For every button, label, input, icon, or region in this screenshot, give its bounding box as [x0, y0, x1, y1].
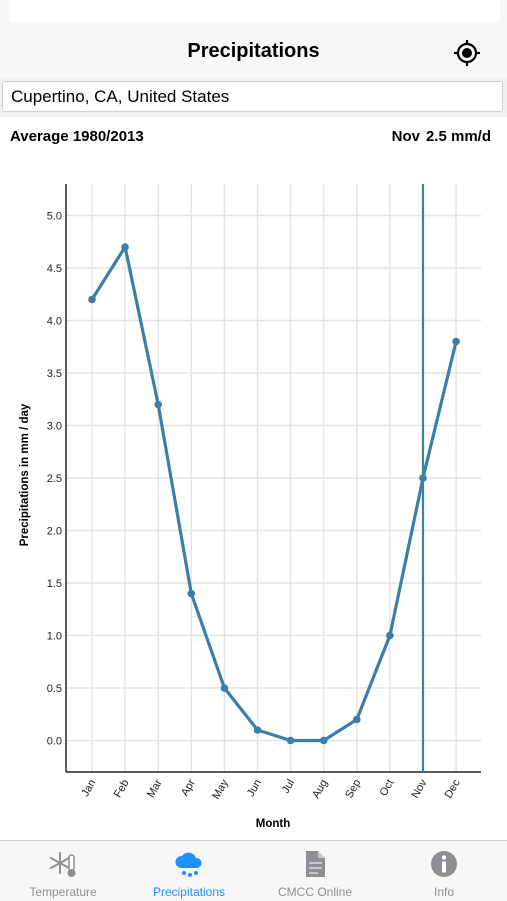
status-bar-area — [10, 0, 500, 22]
tab-precipitations[interactable]: Precipitations — [126, 841, 252, 901]
tab-cmcc-online[interactable]: CMCC Online — [252, 841, 378, 901]
rain-cloud-icon — [175, 852, 202, 877]
navigation-bar: Precipitations — [0, 24, 507, 80]
precipitation-chart[interactable]: 0.0 0.5 1.0 1.5 2.0 2.5 3.0 3.5 4.0 4.5 5.0 Jan Feb M… — [0, 160, 507, 840]
data-point-sep — [353, 715, 361, 724]
chart-axes — [65, 184, 481, 773]
tab-temperature-label: Temperature — [29, 885, 97, 899]
data-point-dec — [452, 337, 460, 346]
y-tick-label: 0.0 — [47, 736, 62, 748]
selected-value-label: 2.5 mm/d — [425, 128, 491, 145]
y-tick-label: 3.5 — [47, 368, 62, 380]
x-tick-label: Jan — [79, 778, 98, 799]
y-tick-label: 0.5 — [47, 683, 62, 695]
selected-value-readout: Nov 2.5 mm/d — [386, 128, 491, 145]
y-tick-label: 5.0 — [47, 211, 62, 223]
selected-month-label: Nov — [391, 128, 420, 145]
x-tick-label: Sep — [343, 778, 363, 801]
data-point-oct — [386, 631, 394, 640]
data-point-jul — [286, 736, 295, 745]
data-point-apr — [187, 589, 196, 598]
location-search-bar — [0, 79, 507, 117]
average-period-label: Average 1980/2013 — [10, 128, 144, 145]
data-point-jun — [253, 726, 262, 734]
status-bar — [0, 0, 507, 24]
x-axis-title: Month — [256, 818, 290, 830]
x-tick-label: Jun — [245, 778, 264, 799]
page-title: Precipitations — [187, 40, 320, 62]
y-tick-label: 3.0 — [47, 421, 62, 433]
x-tick-label: Nov — [409, 777, 429, 800]
info-row: Average 1980/2013 Nov 2.5 mm/d — [0, 126, 507, 148]
y-tick-label: 4.5 — [47, 263, 62, 275]
y-tick-label: 1.5 — [47, 578, 62, 590]
y-tick-label: 4.0 — [47, 316, 62, 328]
x-tick-label: May — [210, 777, 231, 801]
y-tick-label: 1.0 — [47, 631, 62, 643]
snowflake-thermometer-icon — [50, 852, 76, 877]
location-search-input[interactable] — [2, 81, 503, 112]
data-point-nov — [419, 474, 427, 482]
info-icon — [431, 851, 457, 877]
x-tick-label: Feb — [112, 778, 132, 800]
data-point-feb — [121, 243, 129, 251]
x-tick-label: Oct — [378, 778, 397, 799]
x-tick-label: Dec — [443, 777, 463, 800]
x-tick-label: Apr — [179, 777, 198, 798]
y-tick-label: 2.0 — [47, 526, 62, 538]
tab-bar: Temperature Precipitations CMCC Online I… — [0, 840, 507, 901]
tab-info[interactable]: Info — [381, 841, 507, 901]
locate-me-icon[interactable] — [452, 38, 482, 68]
data-point-jan — [88, 295, 96, 304]
document-icon — [306, 851, 325, 877]
y-axis-title: Precipitations in mm / day — [19, 403, 31, 546]
x-tick-label: Jul — [280, 778, 297, 796]
x-tick-label: Mar — [145, 777, 165, 800]
tab-precipitations-label: Precipitations — [152, 885, 226, 899]
chart-grid — [66, 184, 481, 772]
y-tick-label: 2.5 — [47, 473, 62, 485]
chart-labels: 0.0 0.5 1.0 1.5 2.0 2.5 3.0 3.5 4.0 4.5 5.0 Jan Feb M… — [19, 211, 463, 831]
tab-cmcc-online-label: CMCC Online — [277, 885, 352, 899]
tab-temperature[interactable]: Temperature — [0, 841, 126, 901]
x-tick-label: Aug — [310, 778, 330, 801]
data-point-aug — [319, 736, 328, 745]
data-point-may — [220, 684, 229, 692]
series-line — [90, 245, 458, 743]
data-point-mar — [154, 400, 162, 409]
chart-data-layer — [88, 184, 460, 772]
tab-info-label: Info — [433, 885, 454, 899]
